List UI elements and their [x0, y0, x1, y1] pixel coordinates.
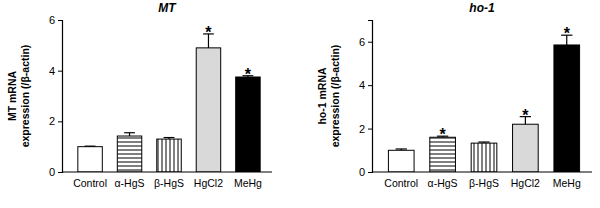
x-tick: α-HgS [115, 172, 145, 189]
x-axis-line [372, 171, 592, 172]
y-tick-mark [368, 85, 372, 86]
y-tick: 6 [359, 36, 372, 48]
x-axis-line [62, 171, 272, 172]
bar [117, 136, 141, 172]
y-tick: 2 [359, 123, 372, 135]
x-tick-label: Control [384, 177, 418, 189]
bar [78, 147, 102, 172]
y-tick-mark [368, 129, 372, 130]
x-tick-label: β-HgS [469, 177, 499, 189]
y-tick: 6 [49, 14, 62, 26]
x-tick-label: β-HgS [154, 177, 184, 189]
y-tick-mark [58, 71, 62, 72]
error-bar [85, 146, 96, 148]
x-tick: Control [384, 172, 418, 189]
significance-marker: * [440, 126, 447, 143]
error-cap [85, 146, 96, 147]
x-tick: HgCl2 [511, 172, 540, 189]
y-axis-line [58, 21, 63, 173]
chart: ho-1 ho-1 mRNAexpression (/β-actin) * * * 0 2 4… [316, 1, 592, 189]
x-tick: β-HgS [469, 172, 499, 189]
x-tick-label: HgCl2 [194, 177, 223, 189]
significance-marker: * [564, 25, 571, 42]
y-tick-mark [58, 172, 62, 173]
y-tick: 4 [359, 79, 372, 91]
x-tick: MeHg [234, 172, 262, 189]
bar [471, 143, 497, 172]
error-cap [478, 141, 489, 142]
significance-marker: * [245, 66, 252, 83]
x-tick: HgCl2 [194, 172, 223, 189]
error-bar [478, 142, 489, 143]
error-bar [396, 149, 407, 150]
chart-title: ho-1 [469, 1, 495, 15]
y-tick-label: 4 [49, 65, 55, 77]
bar [196, 48, 220, 172]
y-axis-title: ho-1 mRNA [316, 67, 328, 125]
y-tick-label: 6 [359, 36, 365, 48]
error-bar [124, 133, 135, 136]
bar [236, 77, 260, 172]
figure: MTMT mRNAexpression (/β-actin)**0246Cont… [0, 0, 600, 208]
y-tick-label: 2 [49, 115, 55, 127]
y-tick: 4 [49, 65, 62, 77]
x-tick-label: α-HgS [428, 177, 458, 189]
plot-area [78, 34, 260, 172]
x-tick-label: MeHg [553, 177, 581, 189]
y-tick: 2 [49, 115, 62, 127]
bar [554, 45, 580, 172]
x-tick: α-HgS [428, 172, 458, 189]
x-axis: Control α-HgS β-HgS HgCl2 MeHg [372, 172, 592, 189]
y-tick-label: 0 [359, 166, 365, 178]
bar [388, 150, 414, 172]
y-axis-title: MT mRNA [6, 71, 18, 122]
y-tick-mark [368, 172, 372, 173]
y-axis-line [368, 21, 373, 173]
x-tick-label: α-HgS [115, 177, 145, 189]
y-tick-label: 6 [49, 14, 55, 26]
x-tick: Control [73, 172, 107, 189]
y-axis-title: expression (/β-actin) [329, 45, 341, 148]
y-tick-mark [58, 20, 62, 21]
significance-marker: * [522, 107, 529, 124]
y-tick-label: 4 [359, 79, 365, 91]
chart: MT MT mRNAexpression (/β-actin) * * 0 2 4 6 Cont… [6, 1, 272, 189]
bar [157, 139, 181, 172]
x-tick: β-HgS [154, 172, 184, 189]
x-axis: Control α-HgS β-HgS HgCl2 MeHg [62, 172, 272, 189]
x-tick-label: MeHg [234, 177, 262, 189]
error-cap [124, 132, 135, 133]
y-tick-mark [368, 42, 372, 43]
error-cap [164, 137, 175, 138]
chart-title: MT [158, 1, 177, 15]
error-cap [396, 148, 407, 149]
x-tick-label: HgCl2 [511, 177, 540, 189]
y-tick: 0 [359, 166, 372, 178]
x-tick: MeHg [553, 172, 581, 189]
x-tick-label: Control [73, 177, 107, 189]
y-tick-label: 0 [49, 166, 55, 178]
y-tick-mark [58, 121, 62, 122]
y-tick: 0 [49, 166, 62, 178]
y-axis: 0 2 4 6 [359, 21, 373, 179]
y-axis-title: expression (/β-actin) [19, 45, 31, 148]
y-axis: 0 2 4 6 [49, 14, 63, 178]
bar [513, 124, 539, 172]
significance-marker: * [205, 24, 212, 41]
y-tick-label: 2 [359, 123, 365, 135]
plot-area [388, 35, 579, 172]
error-bar [164, 138, 175, 140]
